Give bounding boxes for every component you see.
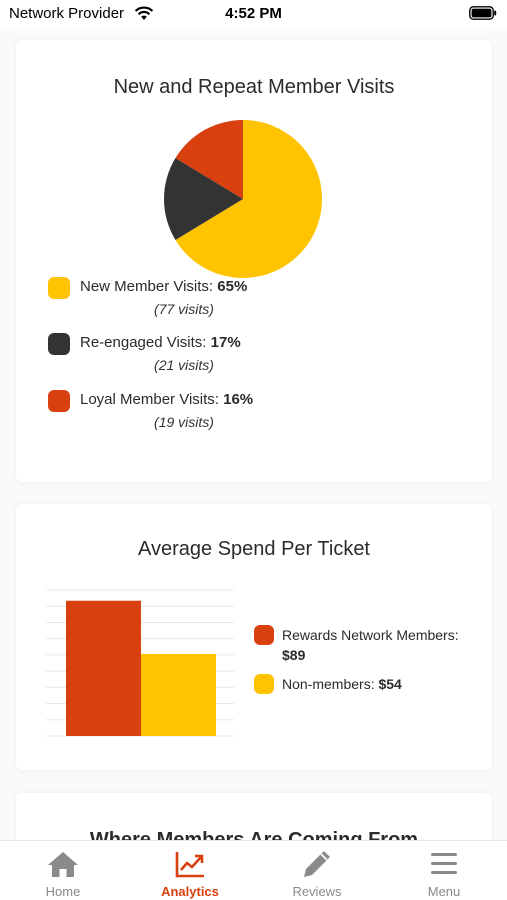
legend-label: Rewards Network Members: $89: [282, 627, 459, 663]
legend-label: Loyal Member Visits: 16%: [80, 391, 254, 408]
legend-item-rewards-members: Rewards Network Members: $89: [254, 625, 474, 667]
legend-swatch: [254, 625, 274, 645]
tab-home[interactable]: Home: [0, 841, 126, 900]
pencil-icon: [304, 851, 330, 877]
legend-swatch: [48, 333, 70, 355]
carrier-name: Network Provider: [9, 5, 125, 22]
tab-menu[interactable]: Menu: [381, 841, 507, 900]
spend-bar-chart: [46, 589, 234, 737]
bar-non-members: [141, 653, 216, 736]
pie-slice-loyal-member-visits: [175, 120, 243, 199]
hamburger-menu-icon: [431, 853, 457, 874]
bar-rewards-network-members: [66, 600, 141, 736]
tab-label: Reviews: [292, 884, 342, 899]
legend-swatch: [254, 674, 274, 694]
card-title: New and Repeat Member Visits: [113, 76, 395, 98]
legend-label: Re-engaged Visits: 17%: [80, 334, 241, 351]
legend-label: Non-members: $54: [282, 676, 402, 692]
legend-visit-count: (21 visits): [154, 357, 214, 373]
visits-pie-chart: [164, 120, 322, 278]
home-icon: [48, 852, 78, 877]
legend-item-non-members: Non-members: $54: [254, 674, 474, 696]
status-time: 4:52 PM: [225, 5, 282, 22]
tab-analytics[interactable]: Analytics: [127, 841, 253, 900]
wifi-icon: [134, 6, 154, 20]
bottom-tab-bar: Home Analytics Reviews Menu: [0, 840, 507, 900]
legend-swatch: [48, 390, 70, 412]
status-bar: Network Provider 4:52 PM: [0, 0, 507, 28]
tab-label: Menu: [427, 884, 461, 899]
average-spend-card: Average Spend Per Ticket Rewards Network…: [16, 504, 492, 770]
battery-icon: [469, 6, 497, 20]
tab-reviews[interactable]: Reviews: [254, 841, 380, 900]
tab-label: Analytics: [161, 884, 219, 899]
member-visits-card: New and Repeat Member Visits New Member …: [16, 40, 492, 482]
legend-swatch: [48, 277, 70, 299]
legend-visit-count: (19 visits): [154, 414, 214, 430]
pie-slice-re-engaged-visits: [164, 158, 243, 240]
tab-label: Home: [45, 884, 81, 899]
analytics-chart-icon: [175, 852, 204, 878]
card-title: Average Spend Per Ticket: [138, 538, 370, 560]
legend-visit-count: (77 visits): [154, 301, 214, 317]
legend-label: New Member Visits: 65%: [80, 278, 248, 295]
pie-slice-new-member-visits: [175, 120, 322, 278]
